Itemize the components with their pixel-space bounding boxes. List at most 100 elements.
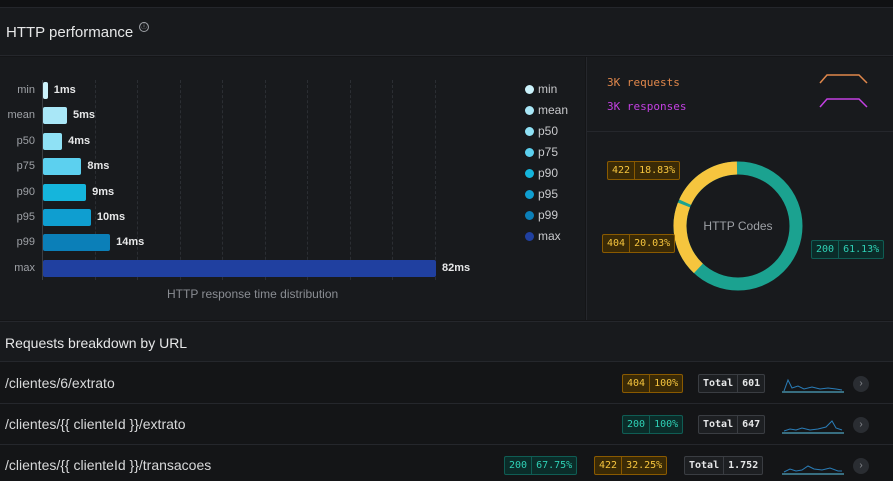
url-text[interactable]: /clientes/{{ clienteId }}/extrato [5,416,186,432]
y-tick-label: min [17,84,35,96]
y-tick-label: p95 [16,211,35,223]
url-row[interactable]: /clientes/{{ clienteId }}/extrato 200 100… [0,404,893,445]
bar-value-label: 1ms [53,84,76,96]
breakdown-header: Requests breakdown by URL [0,321,893,362]
http-codes-panel [586,57,893,320]
total-badge: Total 601 [698,374,766,393]
row-sparkline [782,420,844,434]
status-badge-404: 404 100% [622,374,684,393]
legend-dot-icon [525,148,534,157]
y-tick-label: p99 [16,236,35,249]
y-axis-line [42,80,43,280]
bar-value-label: 14ms [116,236,145,249]
chevron-right-icon[interactable]: › [853,417,869,433]
total-value: 1.752 [723,457,762,474]
legend-label: p90 [538,166,559,180]
donut-center-label: HTTP Codes [703,219,772,233]
legend-item[interactable]: p99 [525,208,558,222]
bar-value-label: 10ms [96,211,126,223]
donut-slice-404 [673,202,704,274]
gridline [435,80,436,280]
total-badge: Total 1.752 [684,456,764,475]
bar-min[interactable] [43,82,48,99]
url-row[interactable]: /clientes/6/extrato 404 100% Total 601 › [0,363,893,404]
total-value: 647 [737,416,764,433]
total-badge: Total 647 [698,415,766,434]
gridline [392,80,393,280]
legend-label: min [538,82,558,96]
status-code: 422 [599,460,618,471]
legend-label: mean [538,103,569,117]
bar-p75[interactable] [43,158,82,176]
legend-dot-icon [525,127,534,136]
gridline [350,80,351,280]
legend-item[interactable]: p90 [525,166,558,180]
response-time-chart [0,57,585,320]
code-label-404: 404 20.03% [602,234,676,253]
status-code: 200 [627,419,646,430]
bar-value-label: 5ms [72,109,95,122]
bar-p99[interactable] [43,234,111,252]
breakdown-title: Requests breakdown by URL [5,335,188,351]
row-sparkline [782,378,844,393]
code-value: 404 [607,238,626,249]
status-percent: 100% [649,375,682,392]
gridline [265,80,266,280]
legend-item[interactable]: max [525,229,561,243]
legend-label: p75 [538,145,559,159]
bar-p90[interactable] [43,183,87,201]
code-percent: 18.83% [634,162,679,179]
url-text[interactable]: /clientes/{{ clienteId }}/transacoes [5,457,212,473]
legend-label: p99 [538,208,559,222]
http-codes-donut: HTTP Codes [673,161,803,291]
panel-header: HTTP performance ⓘ [0,8,893,56]
total-value: 601 [737,375,764,392]
gridline [222,80,223,280]
total-label: Total [689,460,720,471]
status-badge-200: 200 67.75% [504,456,578,475]
y-tick-label: p90 [16,185,35,198]
chevron-right-icon[interactable]: › [853,376,869,392]
legend-label: p50 [538,124,559,138]
status-code: 200 [509,460,528,471]
panel-title: HTTP performance [6,24,134,41]
url-text[interactable]: /clientes/6/extrato [5,375,115,391]
responses-label: 3K responses [607,100,687,113]
y-tick-label: max [14,261,35,274]
y-tick-label: p50 [16,134,35,147]
legend-item[interactable]: min [525,82,557,96]
legend-dot-icon [525,85,534,94]
chevron-right-icon[interactable]: › [853,458,869,474]
donut-slice-422 [679,161,738,206]
status-code: 404 [627,378,646,389]
requests-legend [586,57,893,132]
legend-item[interactable]: p95 [525,187,558,201]
legend-dot-icon [525,190,534,199]
legend-dot-icon [525,169,534,178]
bar-mean[interactable] [43,107,67,125]
code-label-200: 200 61.13% [811,240,885,259]
status-badge-422: 422 32.25% [594,456,668,475]
legend-item[interactable]: p50 [525,124,558,138]
y-tick-label: p75 [16,160,35,173]
bar-value-label: 8ms [87,160,110,173]
code-percent: 20.03% [629,235,674,252]
legend-dot-icon [525,211,534,220]
url-row[interactable]: /clientes/{{ clienteId }}/transacoes 200… [0,445,893,481]
bar-p95[interactable] [43,209,91,226]
code-label-422: 422 18.83% [607,161,681,180]
row-sparkline [782,465,844,475]
code-value: 422 [612,165,631,176]
legend-item[interactable]: p75 [525,145,558,159]
top-strip [0,0,893,8]
status-percent: 100% [649,416,682,433]
info-icon[interactable]: ⓘ [139,22,149,32]
total-label: Total [703,419,734,430]
bar-value-label: 4ms [68,134,91,147]
gridline [137,80,138,280]
bar-value-label: 9ms [92,185,115,198]
legend-dot-icon [525,232,534,241]
bar-p50[interactable] [43,132,63,150]
legend-item[interactable]: mean [525,103,568,117]
bar-max[interactable] [43,259,436,277]
